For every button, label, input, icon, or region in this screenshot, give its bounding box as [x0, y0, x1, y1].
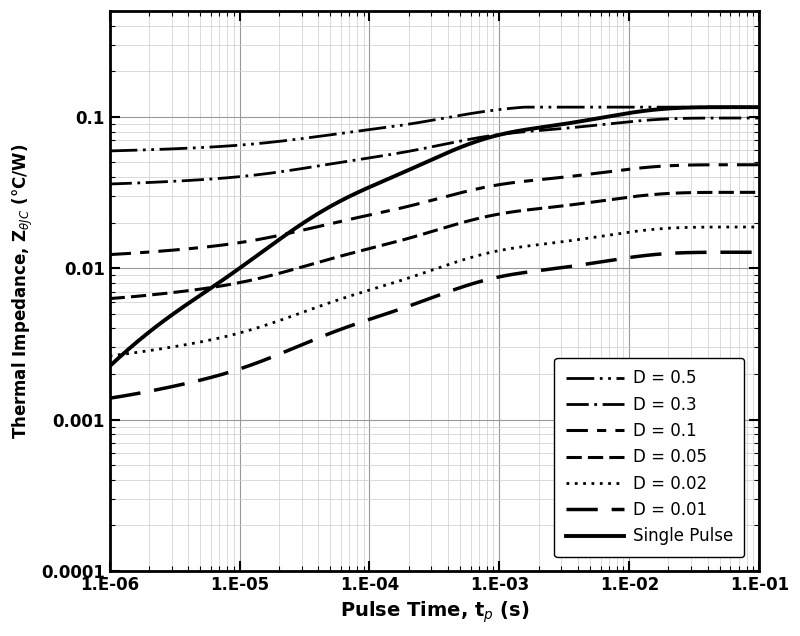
D = 0.02 — [611, 230, 621, 238]
Line: Single Pulse: Single Pulse — [110, 107, 759, 366]
D = 0.5 — [624, 103, 634, 111]
Single Pulse — [171, 308, 181, 316]
D = 0.02 — [623, 228, 633, 236]
D = 0.01 — [367, 315, 377, 322]
D = 0.01 — [611, 256, 621, 263]
D = 0.1 — [611, 167, 621, 174]
D = 0.3 — [551, 125, 561, 133]
D = 0.1 — [551, 174, 561, 182]
Line: D = 0.1: D = 0.1 — [110, 165, 759, 254]
D = 0.5 — [171, 145, 181, 153]
Line: D = 0.3: D = 0.3 — [110, 118, 759, 184]
D = 0.01 — [105, 394, 114, 402]
D = 0.05 — [623, 193, 633, 201]
D = 0.5 — [391, 122, 401, 130]
D = 0.02 — [367, 286, 377, 293]
D = 0.3 — [754, 114, 764, 122]
D = 0.5 — [520, 103, 530, 111]
Y-axis label: Thermal Impedance, Z$_{\theta JC}$ (°C/W): Thermal Impedance, Z$_{\theta JC}$ (°C/W… — [11, 143, 35, 439]
D = 0.01 — [754, 249, 764, 256]
D = 0.02 — [105, 352, 114, 360]
Single Pulse — [623, 109, 633, 117]
D = 0.3 — [391, 150, 401, 158]
D = 0.3 — [171, 177, 181, 185]
D = 0.1 — [367, 211, 377, 218]
D = 0.05 — [754, 188, 764, 196]
Single Pulse — [551, 121, 561, 129]
D = 0.1 — [171, 246, 181, 254]
D = 0.05 — [551, 203, 561, 211]
D = 0.01 — [171, 382, 181, 390]
D = 0.1 — [391, 205, 401, 213]
D = 0.1 — [105, 251, 114, 258]
D = 0.3 — [105, 180, 114, 188]
D = 0.02 — [551, 238, 561, 246]
D = 0.1 — [623, 165, 633, 173]
Single Pulse — [754, 103, 764, 111]
D = 0.01 — [551, 265, 561, 272]
D = 0.5 — [612, 103, 622, 111]
D = 0.3 — [623, 118, 633, 126]
Line: D = 0.02: D = 0.02 — [110, 227, 759, 356]
D = 0.01 — [623, 254, 633, 261]
Line: D = 0.01: D = 0.01 — [110, 252, 759, 398]
D = 0.02 — [171, 343, 181, 350]
Single Pulse — [367, 182, 377, 190]
D = 0.5 — [552, 103, 562, 111]
Single Pulse — [391, 172, 401, 179]
D = 0.05 — [367, 244, 377, 252]
D = 0.05 — [105, 294, 114, 302]
D = 0.02 — [754, 223, 764, 231]
X-axis label: Pulse Time, t$_p$ (s): Pulse Time, t$_p$ (s) — [340, 599, 530, 625]
Legend: D = 0.5, D = 0.3, D = 0.1, D = 0.05, D = 0.02, D = 0.01, Single Pulse: D = 0.5, D = 0.3, D = 0.1, D = 0.05, D =… — [554, 357, 745, 557]
D = 0.5 — [754, 103, 764, 111]
Single Pulse — [105, 363, 114, 370]
D = 0.01 — [391, 307, 401, 314]
D = 0.05 — [171, 288, 181, 296]
D = 0.05 — [611, 195, 621, 203]
D = 0.05 — [391, 238, 401, 245]
Line: D = 0.05: D = 0.05 — [110, 192, 759, 298]
D = 0.1 — [754, 161, 764, 169]
D = 0.5 — [105, 147, 114, 155]
Line: D = 0.5: D = 0.5 — [110, 107, 759, 151]
D = 0.3 — [367, 154, 377, 162]
D = 0.02 — [391, 279, 401, 286]
D = 0.5 — [367, 125, 377, 133]
Single Pulse — [611, 111, 621, 119]
D = 0.3 — [611, 119, 621, 127]
